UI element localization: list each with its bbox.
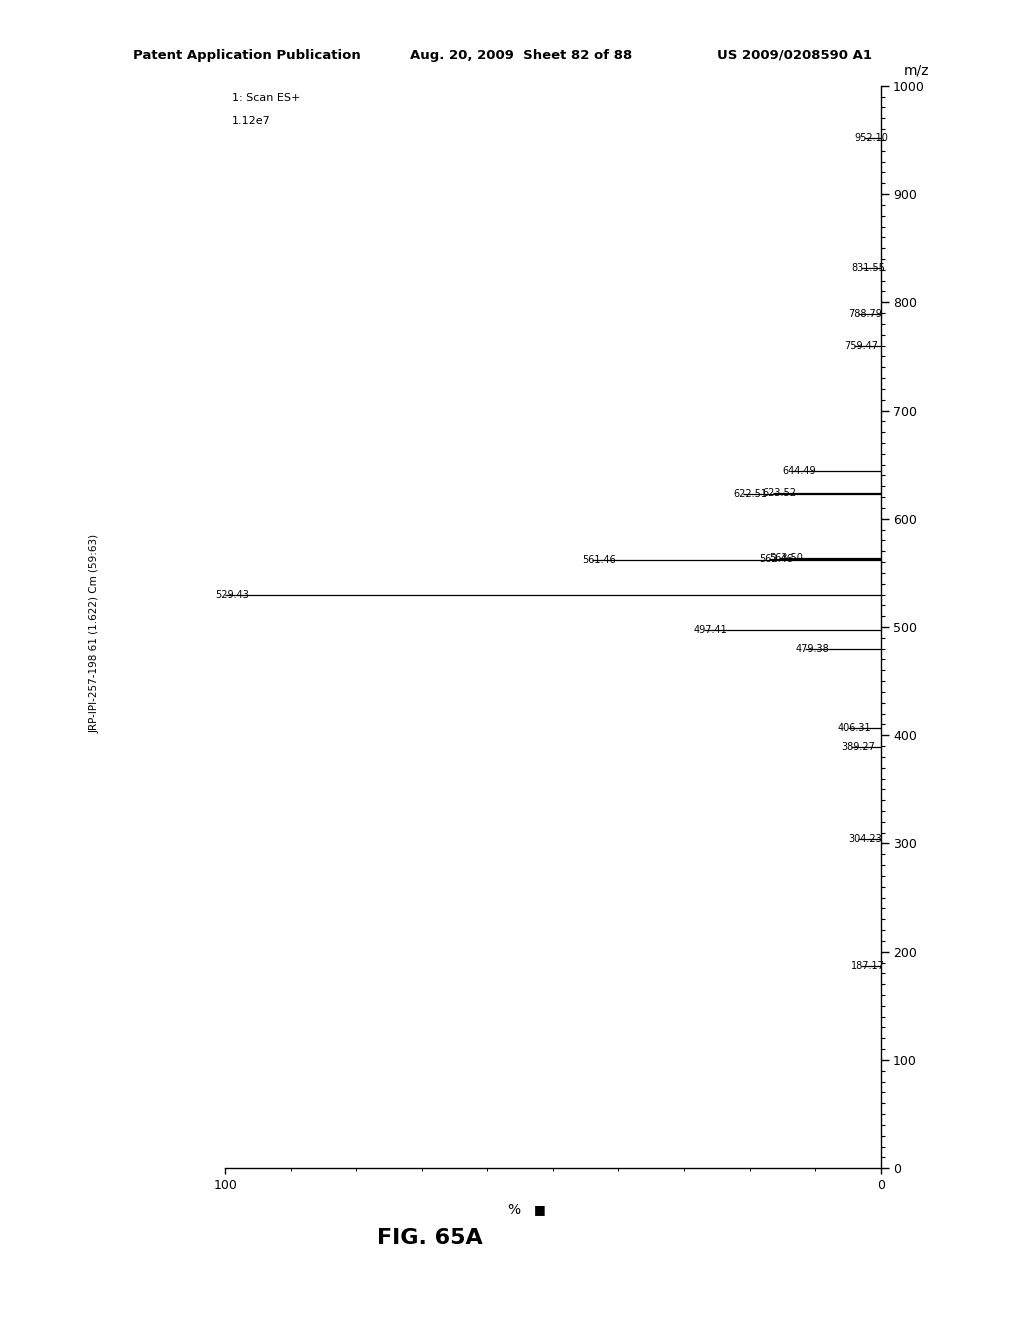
Text: 406.31: 406.31 <box>838 723 871 734</box>
Text: 759.47: 759.47 <box>845 341 879 351</box>
Text: Patent Application Publication: Patent Application Publication <box>133 49 360 62</box>
Text: 389.27: 389.27 <box>842 742 876 752</box>
Text: 529.43: 529.43 <box>215 590 249 601</box>
Text: 831.55: 831.55 <box>851 263 885 273</box>
Text: 497.41: 497.41 <box>694 624 728 635</box>
Text: 187.17: 187.17 <box>851 961 885 970</box>
Text: Aug. 20, 2009  Sheet 82 of 88: Aug. 20, 2009 Sheet 82 of 88 <box>410 49 632 62</box>
Text: JRP-IPI-257-198 61 (1.622) Cm (59:63): JRP-IPI-257-198 61 (1.622) Cm (59:63) <box>89 535 99 733</box>
Text: US 2009/0208590 A1: US 2009/0208590 A1 <box>717 49 871 62</box>
Text: 1: Scan ES+: 1: Scan ES+ <box>231 94 300 103</box>
Text: ■: ■ <box>534 1203 546 1216</box>
Text: 644.49: 644.49 <box>782 466 816 475</box>
Text: m/z: m/z <box>904 63 930 77</box>
Text: 563.50: 563.50 <box>769 553 803 564</box>
Text: 788.79: 788.79 <box>848 309 882 319</box>
Text: 622.51: 622.51 <box>733 490 767 499</box>
Text: 479.38: 479.38 <box>796 644 829 655</box>
Text: 562.46: 562.46 <box>760 554 794 565</box>
Text: 623.52: 623.52 <box>763 488 797 499</box>
Text: 1.12e7: 1.12e7 <box>231 116 270 127</box>
Text: 561.46: 561.46 <box>583 556 616 565</box>
Text: %: % <box>507 1203 520 1217</box>
Text: 304.23: 304.23 <box>848 834 882 843</box>
Text: FIG. 65A: FIG. 65A <box>377 1228 483 1249</box>
Text: 952.10: 952.10 <box>854 132 888 143</box>
